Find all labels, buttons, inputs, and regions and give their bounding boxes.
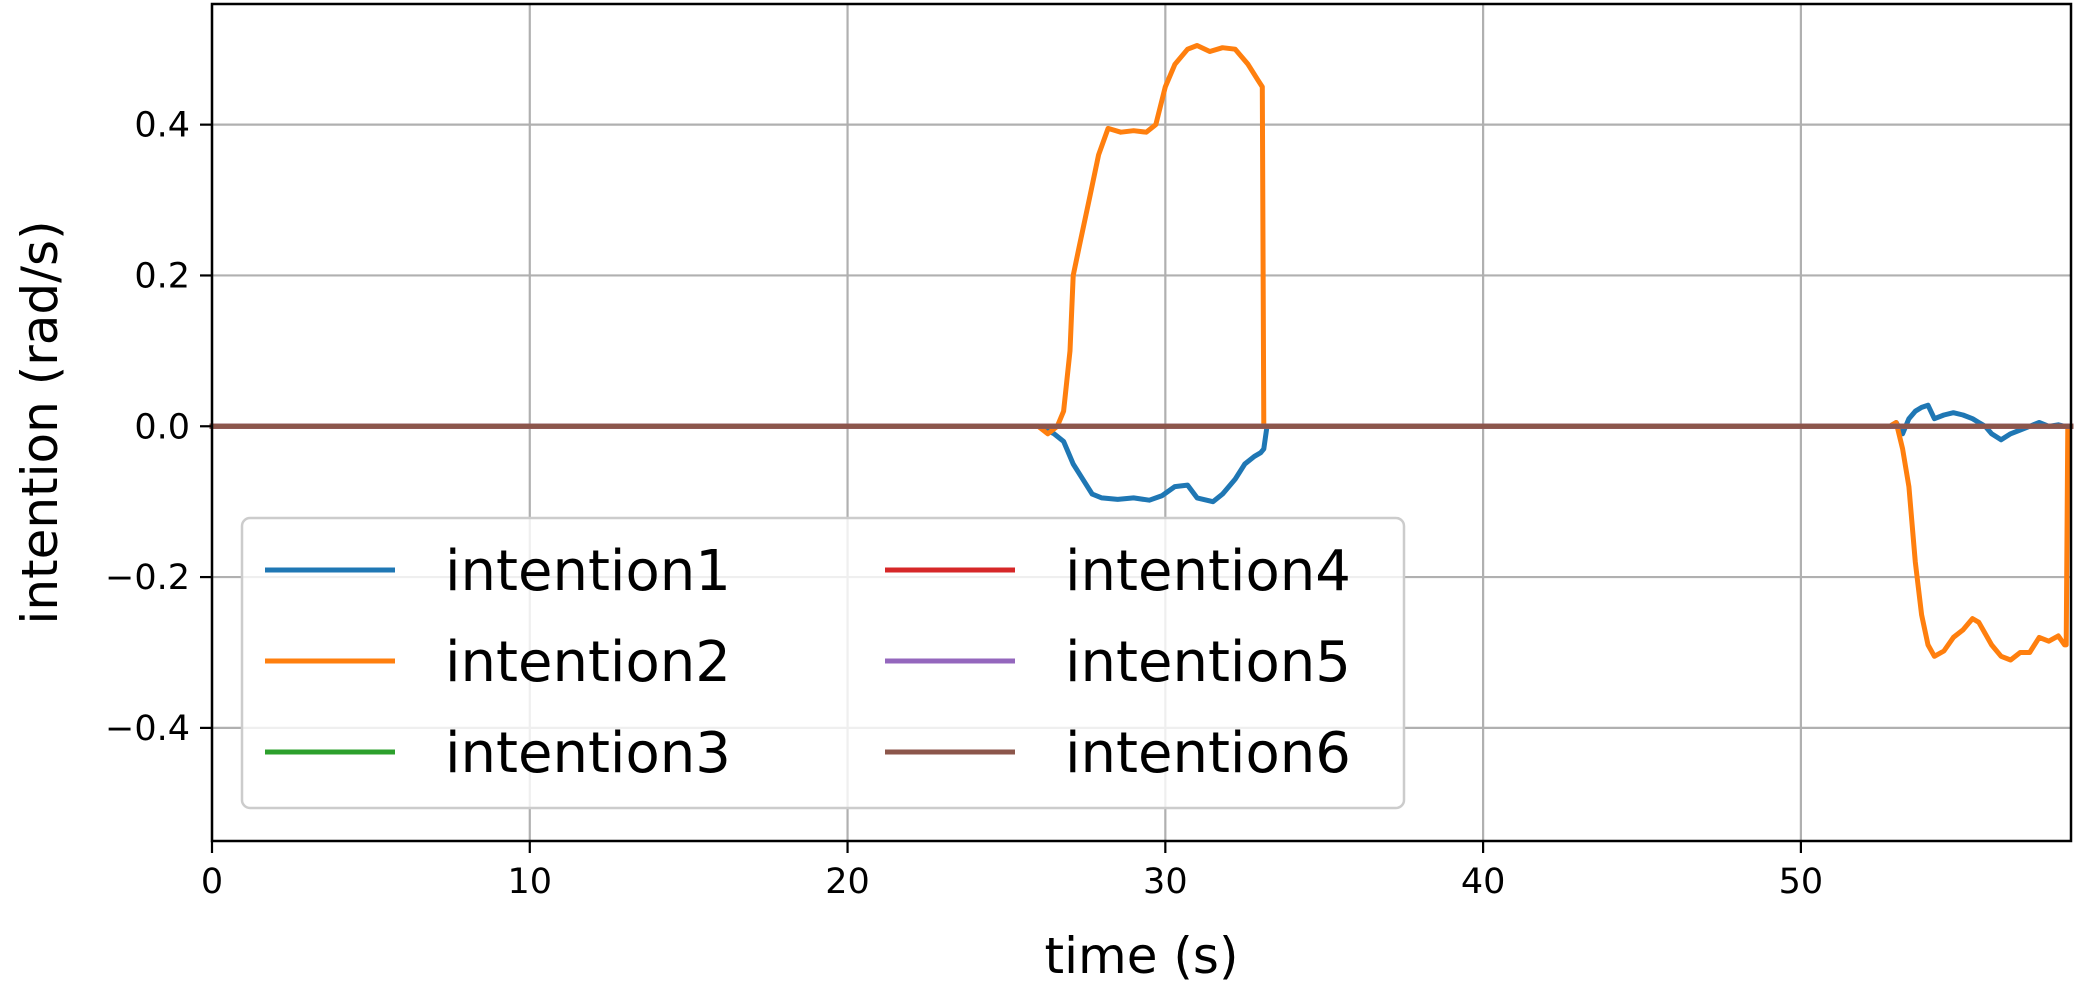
y-tick-label: −0.2 — [105, 558, 190, 598]
x-tick-label: 30 — [1143, 862, 1188, 902]
y-tick-label: 0.2 — [134, 256, 190, 296]
ticks-layer: 0 10 20 30 40 50 −0.4 −0.2 0.0 0.2 0.4 — [105, 106, 1823, 902]
x-tick-label: 50 — [1779, 862, 1824, 902]
plot-frame — [210, 2, 2073, 843]
legend-label-intention6: intention6 — [1065, 721, 1351, 786]
y-tick-label: 0.4 — [134, 106, 190, 146]
series-layer — [209, 43, 2074, 663]
x-tick-label: 20 — [825, 862, 870, 902]
x-axis-label: time (s) — [1045, 927, 1239, 985]
x-tick-label: 0 — [201, 862, 223, 902]
legend-entries: intention1 intention2 intention3 intention4… — [265, 539, 1351, 786]
series-line-intention1 — [209, 402, 2074, 505]
legend-label-intention5: intention5 — [1065, 630, 1351, 695]
legend-label-intention4: intention4 — [1065, 539, 1351, 604]
legend-label-intention1: intention1 — [445, 539, 731, 604]
legend: intention1 intention2 intention3 intention4… — [240, 516, 1406, 810]
x-tick-label: 40 — [1461, 862, 1506, 902]
legend-label-intention3: intention3 — [445, 721, 731, 786]
x-tick-label: 10 — [508, 862, 553, 902]
legend-label-intention2: intention2 — [445, 630, 731, 695]
y-tick-label: 0.0 — [134, 407, 190, 447]
legend-box — [240, 516, 1406, 810]
y-tick-label: −0.4 — [105, 709, 190, 749]
y-axis-label: intention (rad/s) — [11, 220, 69, 624]
